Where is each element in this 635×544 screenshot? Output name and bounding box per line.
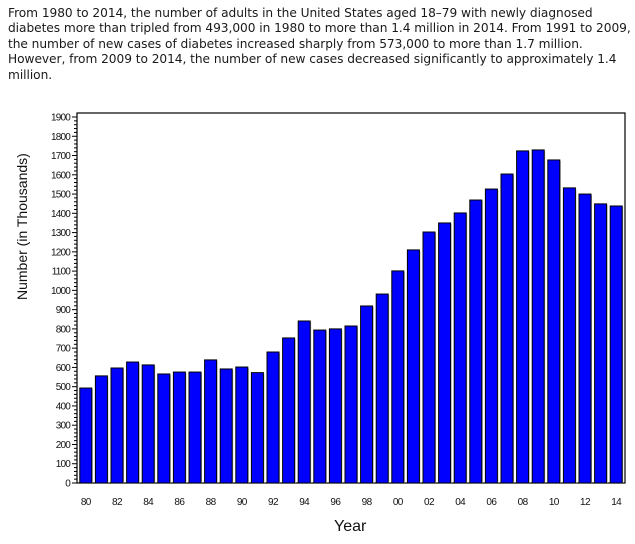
bar-2007 — [500, 173, 514, 484]
bar-2004 — [453, 212, 467, 484]
bar-1981 — [94, 375, 108, 484]
y-tick-label: 800 — [56, 324, 72, 335]
bar-2008 — [516, 150, 530, 484]
y-tick-label: 1700 — [51, 151, 71, 162]
bar-1994 — [297, 320, 311, 484]
x-tick-label: 02 — [424, 497, 435, 508]
y-tick-label: 1900 — [51, 113, 71, 124]
bar-1988 — [204, 359, 218, 484]
y-tick-label: 900 — [56, 305, 72, 316]
bar-1993 — [282, 337, 296, 484]
x-tick-label: 12 — [580, 497, 591, 508]
x-tick-label: 04 — [455, 497, 466, 508]
bar-1982 — [110, 367, 124, 484]
y-tick-label: 1200 — [51, 247, 71, 258]
y-tick-label: 1500 — [51, 190, 71, 201]
x-tick-label: 00 — [393, 497, 404, 508]
y-tick-label: 1000 — [51, 286, 71, 297]
x-axis-title: Year — [334, 518, 367, 535]
x-tick-label: 06 — [486, 497, 497, 508]
bar-2002 — [422, 231, 436, 484]
bar-1999 — [375, 293, 389, 484]
x-tick-label: 14 — [611, 497, 622, 508]
bar-1985 — [157, 373, 171, 484]
bar-1984 — [141, 364, 155, 484]
bar-1998 — [360, 305, 374, 484]
x-tick-label: 10 — [549, 497, 560, 508]
bar-2010 — [547, 159, 561, 484]
x-tick-label: 84 — [143, 497, 154, 508]
bar-2006 — [484, 188, 498, 484]
y-tick-label: 700 — [56, 344, 72, 355]
x-tick-label: 82 — [112, 497, 123, 508]
x-tick-label: 92 — [268, 497, 279, 508]
bar-1980 — [79, 387, 93, 484]
y-tick-label: 300 — [56, 421, 72, 432]
bar-2000 — [391, 270, 405, 484]
bar-1990 — [235, 366, 249, 484]
y-tick-label: 1100 — [52, 267, 72, 278]
bar-1992 — [266, 351, 280, 484]
y-tick-label: 1600 — [51, 170, 71, 181]
bar-1995 — [313, 329, 327, 484]
bar-2009 — [531, 149, 545, 484]
x-tick-label: 90 — [237, 497, 248, 508]
bar-1996 — [328, 328, 342, 484]
x-tick-label: 88 — [206, 497, 217, 508]
x-tick-label: 96 — [330, 497, 341, 508]
x-tick-label: 98 — [362, 497, 373, 508]
bar-1997 — [344, 325, 358, 484]
y-tick-label: 1400 — [51, 209, 71, 220]
x-tick-label: 08 — [518, 497, 529, 508]
y-tick-label: 0 — [65, 479, 71, 490]
y-tick-label: 600 — [56, 363, 72, 374]
bar-1987 — [188, 371, 202, 484]
x-tick-label: 86 — [174, 497, 185, 508]
bar-2014 — [609, 205, 623, 484]
x-tick-label: 80 — [81, 497, 92, 508]
bar-2011 — [562, 187, 576, 484]
bar-2003 — [438, 222, 452, 484]
y-tick-label: 200 — [56, 440, 72, 451]
y-tick-label: 500 — [56, 382, 72, 393]
bar-2001 — [406, 249, 420, 484]
bar-1986 — [172, 371, 186, 484]
y-tick-label: 400 — [56, 401, 72, 412]
y-tick-label: 1300 — [51, 228, 71, 239]
y-tick-label: 100 — [56, 459, 72, 470]
bar-1983 — [126, 361, 140, 484]
bar-1991 — [250, 372, 264, 484]
bar-1989 — [219, 368, 233, 484]
bar-2013 — [594, 203, 608, 484]
bar-2005 — [469, 199, 483, 484]
chart-description: From 1980 to 2014, the number of adults … — [8, 6, 631, 82]
bar-2012 — [578, 193, 592, 484]
y-tick-label: 1800 — [51, 132, 71, 143]
y-axis-title: Number (in Thousands) — [14, 153, 30, 300]
x-tick-label: 94 — [299, 497, 310, 508]
